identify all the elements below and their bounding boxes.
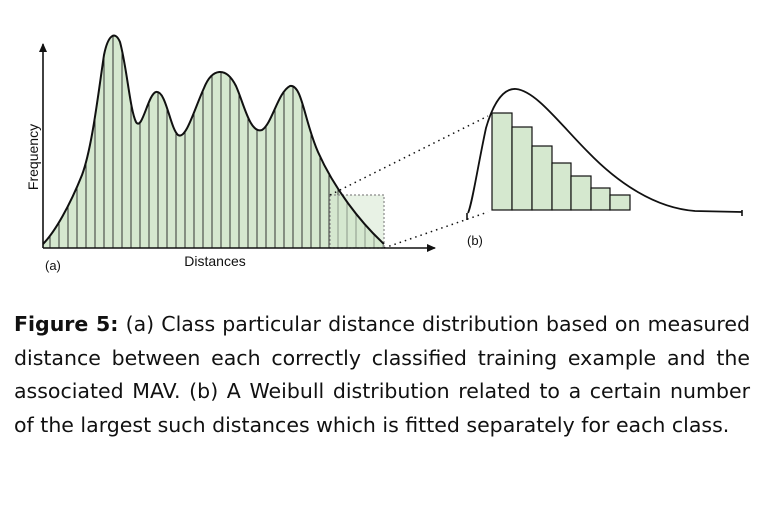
zoom-line-top <box>329 115 489 196</box>
panel-a-label: (a) <box>45 258 61 273</box>
tail-bin <box>609 194 631 211</box>
panel-b-label: (b) <box>467 233 483 248</box>
zoom-line-bottom <box>383 211 489 249</box>
tail-bin <box>491 112 513 211</box>
tail-bin <box>590 187 611 211</box>
panel-b: (b) <box>466 88 743 248</box>
y-axis-label: Frequency <box>25 124 41 190</box>
distance-distribution-curve <box>42 34 385 245</box>
tail-bin <box>570 175 592 211</box>
tail-histogram <box>491 112 631 211</box>
caption-text: (a) Class particular distance distributi… <box>14 312 750 437</box>
tail-region-box <box>329 194 385 249</box>
figure-caption: Figure 5: (a) Class particular distance … <box>14 308 750 442</box>
tail-bin <box>551 162 572 211</box>
tail-bin <box>531 145 553 211</box>
x-axis-label: Distances <box>184 253 245 269</box>
tail-bin <box>511 126 533 211</box>
caption-label: Figure 5: <box>14 312 119 336</box>
panel-a: Frequency Distances (a) <box>25 34 436 273</box>
figure-5: Frequency Distances (a) (b) <box>25 34 743 273</box>
weibull-curve <box>467 88 743 214</box>
